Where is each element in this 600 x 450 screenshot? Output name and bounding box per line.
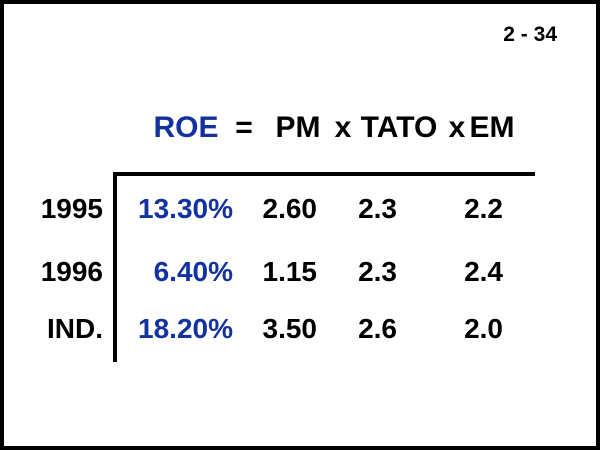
pm-value: 3.50: [262, 313, 318, 344]
year-label: IND.: [47, 313, 103, 344]
roe-term: ROE: [153, 111, 219, 144]
em-value: 2.4: [464, 256, 503, 287]
pm-term: PM: [275, 111, 321, 144]
table-frame-border: [113, 172, 535, 362]
em-value: 2.2: [464, 193, 503, 224]
tato-value: 2.6: [358, 313, 397, 344]
tato-value: 2.3: [358, 193, 397, 224]
em-value: 2.0: [464, 313, 503, 344]
year-label: 1996: [40, 256, 103, 287]
roe-value: 13.30%: [138, 193, 233, 224]
em-term: EM: [469, 111, 515, 144]
tato-value: 2.3: [358, 256, 397, 287]
multiply-sign-2: x: [448, 111, 466, 144]
tato-term: TATO: [360, 111, 438, 144]
pm-value: 1.15: [262, 256, 318, 287]
year-label: 1995: [40, 193, 103, 224]
equals-sign: =: [235, 111, 253, 144]
roe-value: 6.40%: [153, 256, 233, 287]
roe-value: 18.20%: [138, 313, 233, 344]
page-number: 2 - 34: [503, 23, 557, 46]
pm-value: 2.60: [262, 193, 318, 224]
multiply-sign-1: x: [334, 111, 352, 144]
